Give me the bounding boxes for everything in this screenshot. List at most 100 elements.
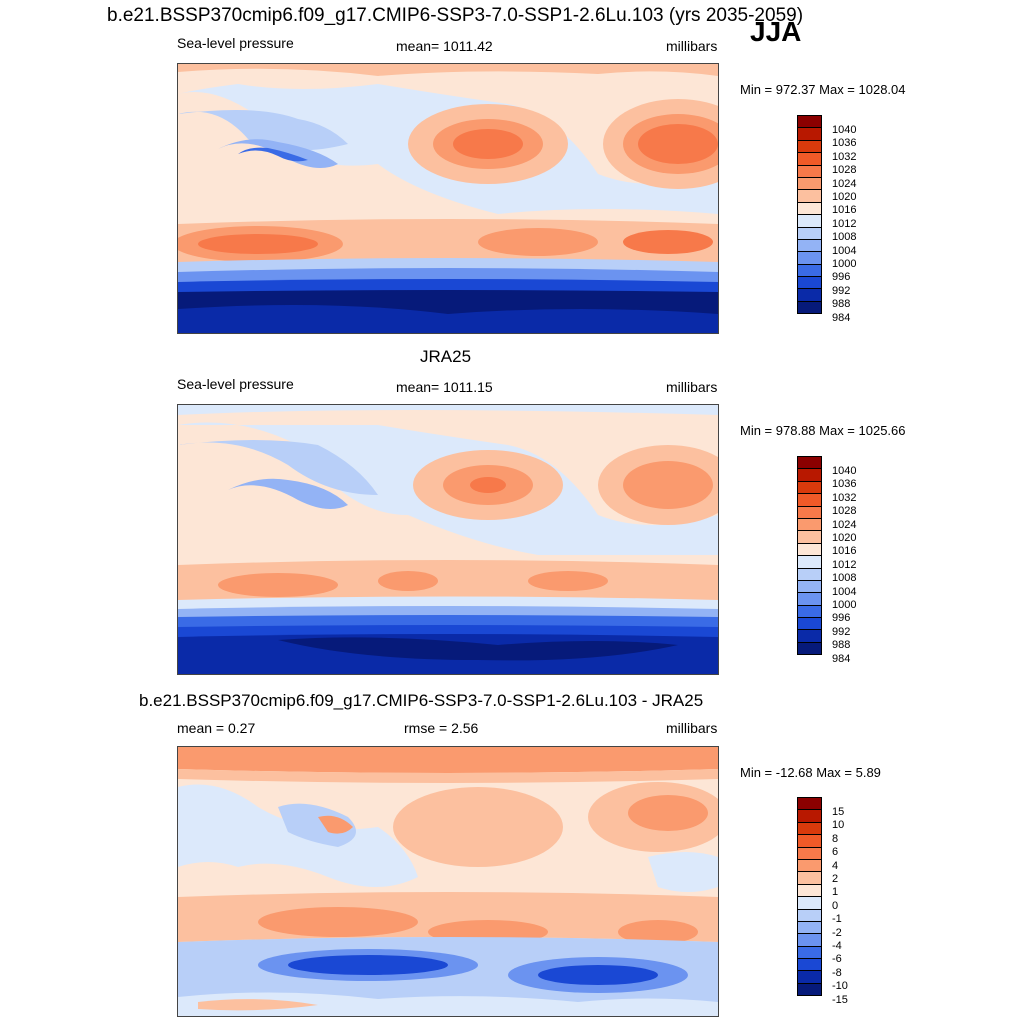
colorbar-label: 1008	[832, 231, 857, 244]
season-label: JJA	[750, 16, 802, 47]
colorbar-swatch	[797, 896, 822, 910]
colorbar-label: 1024	[832, 518, 857, 531]
colorbar-label: -6	[832, 953, 842, 966]
colorbar-label: 992	[832, 284, 851, 297]
panel3-rmse-label: rmse = 2.56	[404, 720, 479, 736]
colorbar-label: 1012	[832, 217, 857, 230]
colorbar-swatch	[797, 530, 822, 544]
panel2-colorbar	[797, 456, 822, 656]
panel3-title: b.e21.BSSP370cmip6.f09_g17.CMIP6-SSP3-7.…	[139, 691, 704, 710]
colorbar-label: 1	[832, 886, 839, 899]
colorbar-swatch	[797, 288, 822, 302]
colorbar-label: 1032	[832, 491, 857, 504]
colorbar-swatch	[797, 908, 822, 922]
panel2-title: JRA25	[420, 347, 472, 366]
colorbar-swatch	[797, 920, 822, 935]
panel1-minmax: Min = 972.37 Max = 1028.04	[740, 82, 906, 97]
colorbar-label: 1036	[832, 478, 857, 491]
panel3-map	[177, 746, 719, 1017]
colorbar-swatch	[797, 251, 822, 265]
colorbar-swatch	[797, 834, 822, 848]
colorbar-label: 992	[832, 625, 851, 638]
panel1-variable-label: Sea-level pressure	[177, 35, 294, 51]
colorbar-label: -1	[832, 913, 842, 926]
colorbar-swatch	[797, 846, 822, 860]
colorbar-swatch	[797, 189, 822, 203]
colorbar-label: 1016	[832, 545, 857, 558]
colorbar-swatch	[797, 945, 822, 960]
colorbar-label: -10	[832, 980, 848, 993]
panel3-units-label: millibars	[666, 720, 718, 736]
colorbar-swatch	[797, 542, 822, 557]
colorbar-swatch	[797, 821, 822, 836]
colorbar-label: 1020	[832, 532, 857, 544]
colorbar-label: 2	[832, 873, 839, 885]
colorbar-swatch	[797, 238, 822, 253]
colorbar-swatch	[797, 480, 822, 495]
colorbar-swatch	[797, 176, 822, 191]
colorbar-label: 996	[832, 612, 851, 625]
colorbar-swatch	[797, 300, 822, 315]
figure-title: b.e21.BSSP370cmip6.f09_g17.CMIP6-SSP3-7.…	[107, 5, 804, 26]
colorbar-label: 1028	[832, 164, 857, 177]
colorbar-label: 984	[832, 311, 851, 324]
colorbar-label: -15	[832, 993, 848, 1006]
colorbar-label: 1024	[832, 177, 857, 190]
colorbar-swatch	[797, 958, 822, 972]
colorbar-swatch	[797, 883, 822, 898]
colorbar-swatch	[797, 592, 822, 606]
colorbar-label: 0	[832, 899, 839, 912]
colorbar-label: -2	[832, 926, 842, 939]
colorbar-swatch	[797, 493, 822, 507]
panel1-mean-label: mean= 1011.42	[396, 38, 493, 54]
panel3-minmax: Min = -12.68 Max = 5.89	[740, 765, 881, 780]
colorbar-label: 1040	[832, 124, 857, 136]
colorbar-label: 15	[832, 806, 845, 818]
colorbar-swatch	[797, 617, 822, 631]
colorbar-label: 1020	[832, 191, 857, 203]
colorbar-label: 1004	[832, 585, 857, 598]
colorbar-label: -4	[832, 940, 842, 952]
colorbar-swatch	[797, 871, 822, 885]
colorbar-swatch	[797, 933, 822, 947]
colorbar-label: 984	[832, 652, 851, 665]
colorbar-label: 8	[832, 832, 839, 845]
colorbar-swatch	[797, 982, 822, 997]
colorbar-swatch	[797, 127, 822, 141]
panel2-units-label: millibars	[666, 379, 718, 395]
colorbar-swatch	[797, 201, 822, 216]
colorbar-swatch	[797, 567, 822, 581]
colorbar-swatch	[797, 214, 822, 228]
colorbar-swatch	[797, 226, 822, 240]
colorbar-label: 1012	[832, 558, 857, 571]
colorbar-swatch	[797, 604, 822, 619]
colorbar-label: 1000	[832, 599, 857, 611]
colorbar-swatch	[797, 276, 822, 290]
colorbar-label: 1036	[832, 137, 857, 150]
colorbar-swatch	[797, 629, 822, 643]
colorbar-label: 988	[832, 639, 851, 652]
colorbar-label: -8	[832, 966, 842, 979]
colorbar-label: 1032	[832, 150, 857, 163]
colorbar-label: 996	[832, 271, 851, 284]
colorbar-label: 988	[832, 298, 851, 311]
colorbar-swatch	[797, 152, 822, 166]
colorbar-swatch	[797, 164, 822, 178]
colorbar-swatch	[797, 115, 822, 129]
colorbar-label: 1000	[832, 258, 857, 270]
colorbar-label: 10	[832, 819, 845, 832]
colorbar-swatch	[797, 263, 822, 278]
colorbar-label: 1004	[832, 244, 857, 257]
colorbar-swatch	[797, 579, 822, 594]
panel2-minmax: Min = 978.88 Max = 1025.66	[740, 423, 906, 438]
panel3-colorbar	[797, 797, 822, 997]
panel1-colorbar	[797, 115, 822, 315]
colorbar-swatch	[797, 797, 822, 811]
colorbar-swatch	[797, 641, 822, 656]
panel2-mean-label: mean= 1011.15	[396, 379, 493, 395]
colorbar-label: 6	[832, 846, 839, 859]
colorbar-label: 4	[832, 859, 839, 872]
colorbar-swatch	[797, 555, 822, 569]
colorbar-label: 1016	[832, 204, 857, 217]
colorbar-swatch	[797, 517, 822, 532]
